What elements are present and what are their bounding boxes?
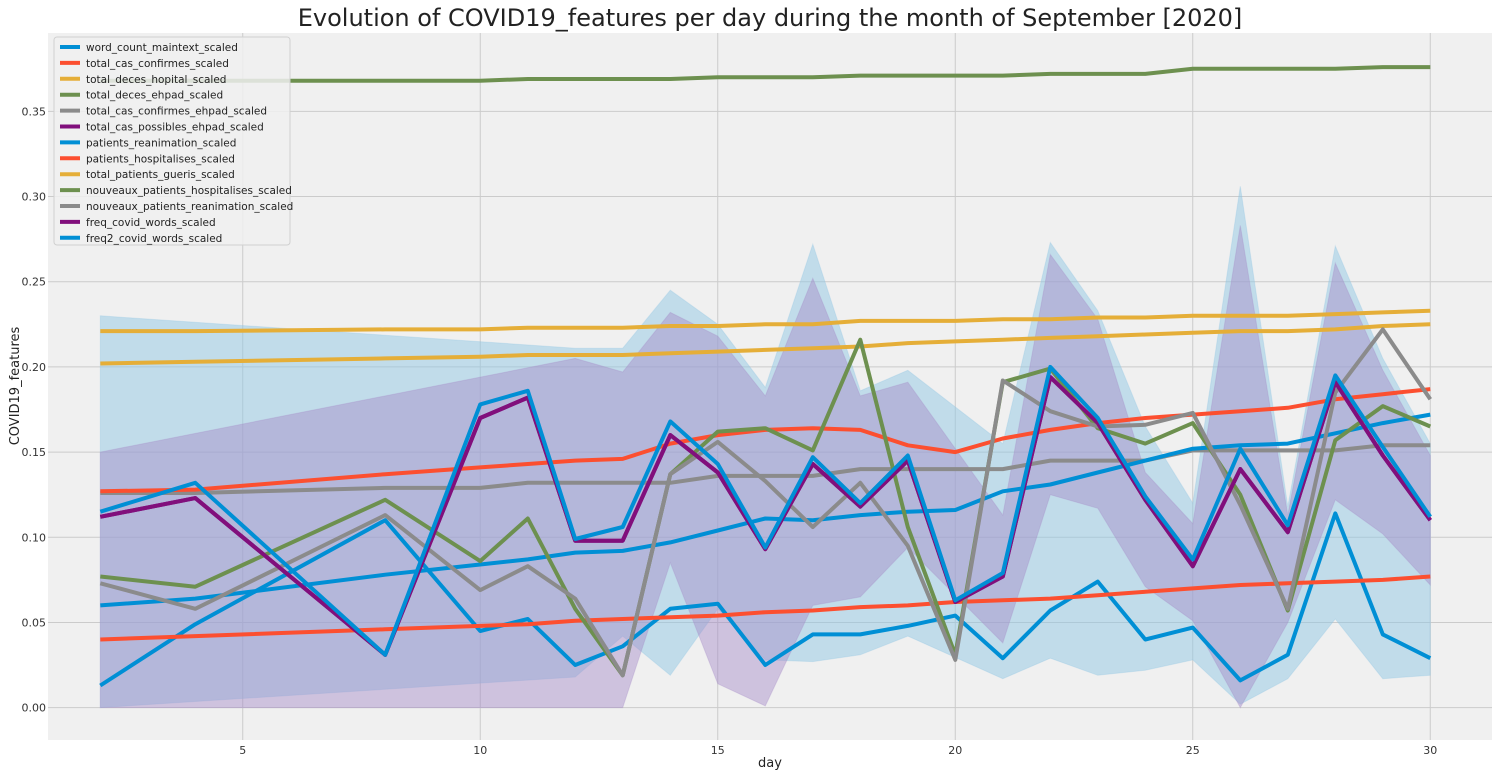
x-tick-label: 10 bbox=[473, 744, 487, 757]
legend: word_count_maintext_scaled total_cas_conf… bbox=[53, 36, 293, 246]
y-axis-label: COVID19_features bbox=[8, 326, 23, 445]
y-tick-label: 0.25 bbox=[22, 276, 47, 289]
confidence-band-freq_covid_words_scaled bbox=[99, 225, 1431, 709]
series-line-freq_covid_words_scaled bbox=[99, 375, 1432, 657]
x-tick-label: 30 bbox=[1423, 744, 1437, 757]
y-tick-label: 0.30 bbox=[22, 191, 47, 204]
legend-label: nouveaux_patients_hospitalises_scaled bbox=[86, 185, 292, 197]
tick-labels: 5 10 15 20 25 30 0.00 0.05 0.10 0.15 0.20 0.25 0.30 0… bbox=[22, 105, 1438, 757]
legend-label: total_deces_ehpad_scaled bbox=[86, 90, 223, 102]
x-axis-label: day bbox=[758, 756, 782, 771]
series-line-total_deces_ehpad_scaled bbox=[100, 65, 1431, 83]
legend-label: total_cas_confirmes_ehpad_scaled bbox=[86, 106, 267, 118]
legend-label: total_cas_confirmes_scaled bbox=[86, 58, 229, 70]
x-tick-label: 20 bbox=[948, 744, 962, 757]
series-line-total_cas_confirmes_scaled bbox=[100, 574, 1431, 642]
legend-label: total_cas_possibles_ehpad_scaled bbox=[86, 122, 264, 134]
x-tick-label: 5 bbox=[239, 744, 246, 757]
series-line-nouveaux_patients_hospitalises_scaled bbox=[100, 337, 1432, 678]
series-line-freq2_covid_words_scaled bbox=[99, 364, 1432, 657]
series-line-nouveaux_patients_reanimation_scaled bbox=[99, 327, 1432, 678]
series-lines bbox=[99, 65, 1432, 688]
series-line-word_count_maintext_scaled bbox=[99, 511, 1432, 688]
chart-title: Evolution of COVID19_features per day du… bbox=[298, 4, 1243, 32]
legend-label: freq2_covid_words_scaled bbox=[86, 233, 222, 245]
series-line-total_deces_hopital_scaled bbox=[100, 322, 1431, 366]
y-tick-label: 0.10 bbox=[22, 531, 47, 544]
y-tick-label: 0.20 bbox=[22, 361, 47, 374]
y-tick-label: 0.35 bbox=[22, 105, 47, 118]
y-tick-label: 0.00 bbox=[22, 702, 47, 715]
legend-label: freq_covid_words_scaled bbox=[86, 217, 216, 229]
legend-label: nouveaux_patients_reanimation_scaled bbox=[86, 201, 293, 213]
series-line-total_cas_confirmes_ehpad_scaled bbox=[100, 443, 1431, 495]
y-tick-label: 0.15 bbox=[22, 446, 47, 459]
legend-box bbox=[53, 36, 291, 246]
legend-label: patients_hospitalises_scaled bbox=[86, 153, 235, 165]
legend-label: total_patients_gueris_scaled bbox=[86, 169, 235, 181]
x-tick-label: 25 bbox=[1186, 744, 1200, 757]
series-line-total_patients_gueris_scaled bbox=[100, 308, 1431, 334]
x-tick-label: 15 bbox=[711, 744, 725, 757]
y-tick-label: 0.05 bbox=[22, 616, 47, 629]
legend-label: patients_reanimation_scaled bbox=[86, 137, 236, 149]
legend-label: total_deces_hopital_scaled bbox=[86, 74, 226, 86]
legend-label: word_count_maintext_scaled bbox=[86, 42, 238, 54]
